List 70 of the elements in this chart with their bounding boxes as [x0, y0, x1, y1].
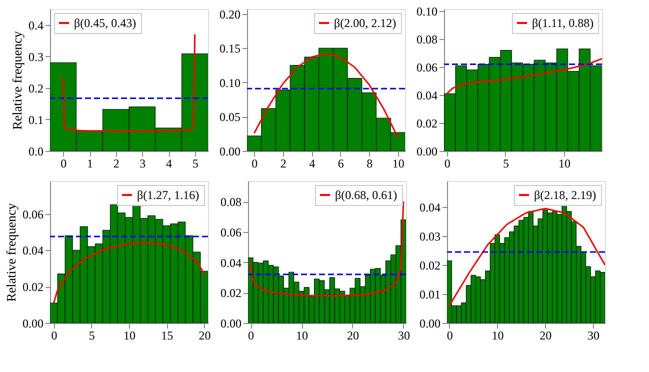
x-tick-label: 2 [280, 156, 286, 170]
y-tick-label: 0.08 [416, 32, 438, 47]
y-tick-label: 0.10 [416, 4, 438, 19]
y-tick-label: 0.02 [22, 280, 44, 294]
x-tick-label: 30 [588, 328, 600, 342]
legend-label: β(2.00, 2.12) [334, 16, 396, 30]
x-tick-label: 3 [140, 156, 146, 170]
x-tick-label: 20 [198, 328, 211, 342]
x-tick-label: 20 [346, 328, 359, 342]
x-tick-label: 2 [113, 156, 120, 170]
x-tick-label: 10 [492, 328, 504, 342]
y-axis-title: Relative frequency [4, 202, 18, 302]
y-tick-label: 0.00 [416, 144, 438, 158]
x-tick-label: 0 [252, 156, 258, 170]
x-tick-label: 10 [392, 156, 404, 170]
y-tick-label: 0.00 [22, 316, 44, 330]
y-tick-label: 0.00 [220, 316, 242, 330]
x-tick-label: 8 [366, 156, 373, 170]
y-tick-label: 0.03 [420, 230, 440, 244]
y-tick-label: 0.3 [28, 50, 44, 64]
y-tick-label: 0.00 [220, 144, 240, 158]
y-tick-label: 0.00 [420, 316, 440, 330]
x-tick-label: 20 [540, 328, 552, 342]
y-axis-title: Relative frequency [10, 30, 24, 130]
line-series [62, 33, 196, 132]
y-tick-label: 0.20 [220, 7, 240, 22]
y-tick-label: 0.05 [220, 110, 240, 124]
x-tick-label: 4 [166, 156, 172, 170]
y-tick-label: 0.06 [416, 60, 438, 75]
y-tick-label: 0.02 [420, 258, 440, 273]
x-tick-label: 0 [51, 328, 58, 342]
legend-label: β(0.45, 0.43) [74, 16, 136, 30]
y-tick-label: 0.1 [28, 112, 44, 127]
y-tick-label: 0.04 [220, 256, 242, 270]
x-tick-label: 0 [60, 156, 67, 170]
y-tick-label: 0.0 [28, 144, 44, 158]
line-series [446, 58, 602, 94]
line-series [448, 208, 605, 306]
legend-label: β(1.27, 1.16) [137, 188, 200, 202]
y-tick-label: 0.04 [416, 88, 438, 103]
x-tick-label: 6 [338, 156, 344, 170]
legend-label: β(0.68, 0.61) [335, 188, 398, 202]
y-tick-label: 0.2 [28, 81, 44, 96]
y-tick-label: 0.08 [220, 195, 242, 210]
y-tick-label: 0.04 [22, 244, 44, 258]
y-tick-label: 0.06 [22, 207, 44, 222]
y-tick-label: 0.02 [416, 116, 438, 131]
x-tick-label: 10 [296, 328, 308, 342]
x-tick-label: 10 [558, 156, 570, 170]
x-tick-label: 5 [502, 156, 509, 170]
x-tick-label: 1 [87, 156, 93, 170]
x-tick-label: 0 [248, 328, 254, 342]
y-tick-label: 0.06 [220, 225, 242, 240]
line-series [250, 200, 404, 296]
y-tick-label: 0.01 [420, 288, 440, 302]
x-tick-label: 15 [161, 328, 174, 342]
x-tick-label: 30 [398, 328, 410, 342]
y-tick-label: 0.4 [28, 18, 44, 32]
x-tick-label: 5 [88, 328, 95, 342]
legend-label: β(2.18, 2.19) [534, 188, 596, 202]
x-tick-label: 0 [444, 156, 450, 170]
x-tick-label: 5 [192, 156, 198, 170]
legend-label: β(1.11, 0.88) [532, 16, 594, 30]
x-tick-label: 4 [309, 156, 316, 170]
y-tick-label: 0.15 [220, 42, 240, 56]
y-tick-label: 0.02 [220, 286, 242, 300]
x-tick-label: 0 [446, 328, 453, 342]
y-tick-label: 0.10 [220, 76, 240, 90]
x-tick-label: 10 [124, 328, 136, 342]
y-tick-label: 0.04 [420, 200, 440, 215]
